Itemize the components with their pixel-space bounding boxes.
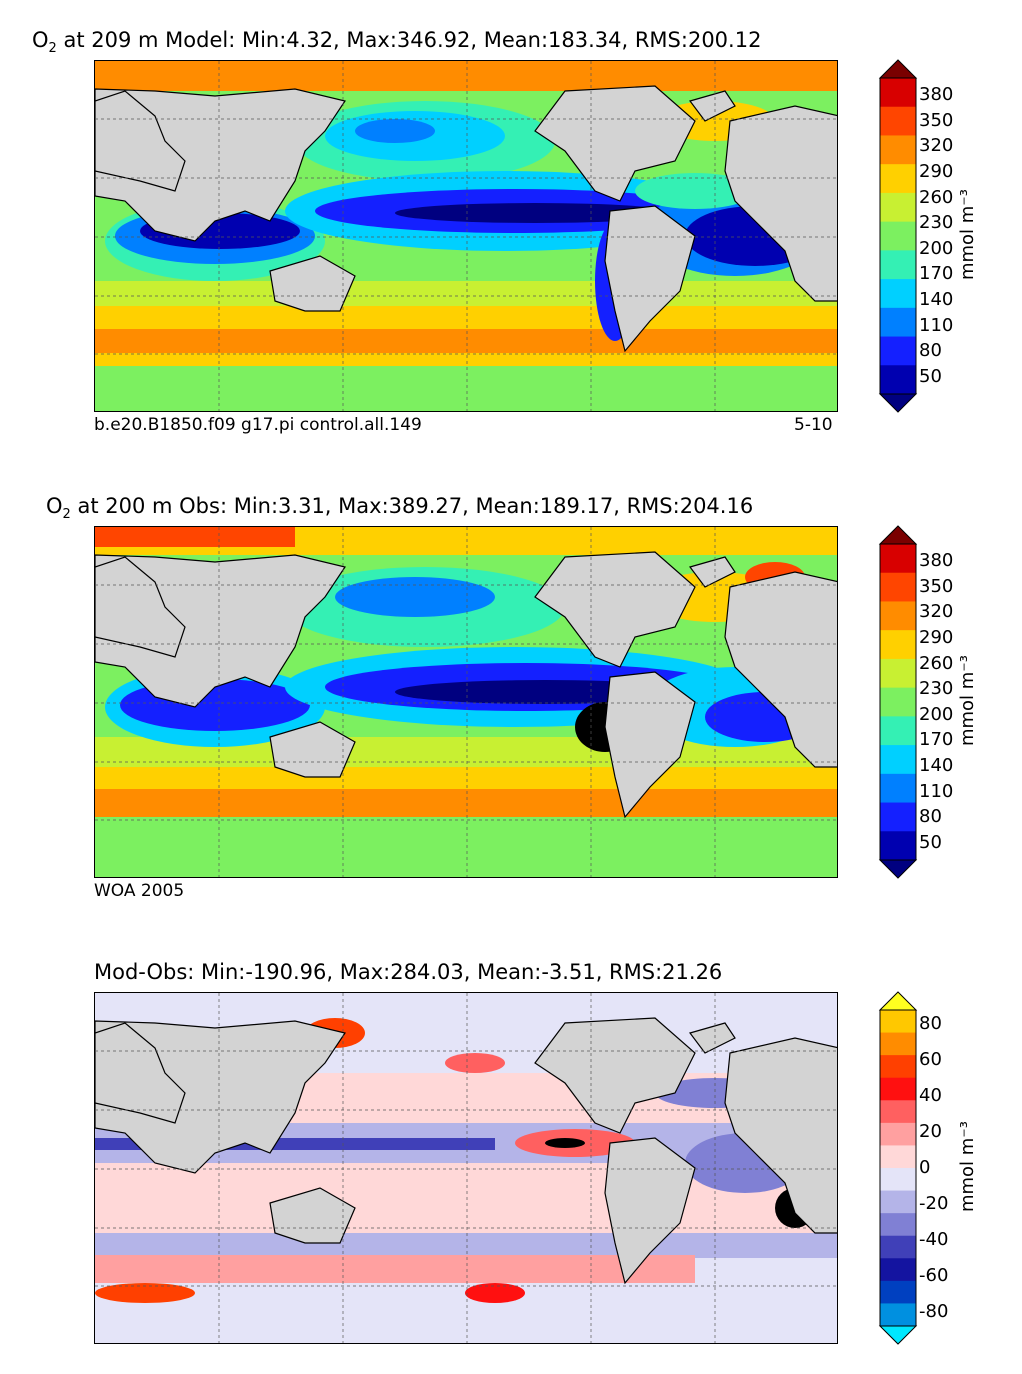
colorbar-extend-top (878, 991, 918, 1011)
colorbar-tick-label: 40 (919, 1084, 942, 1106)
colorbar-tick-label: 230 (919, 212, 954, 234)
colorbar-tick-label: 50 (919, 365, 942, 387)
colorbar-segment (880, 1280, 916, 1304)
panel-model-map (94, 60, 838, 412)
colorbar-segment (880, 1032, 916, 1056)
colorbar-segment (880, 307, 916, 338)
colorbar-segment (880, 544, 916, 574)
colorbar-segment (880, 279, 916, 309)
colorbar-segment (880, 1055, 916, 1079)
colorbar-segment (880, 773, 916, 804)
panel-model-title: O2 at 209 m Model: Min:4.32, Max:346.92,… (32, 28, 762, 57)
colorbar-tick-label: 0 (919, 1157, 931, 1178)
colorbar-tick-label: -60 (919, 1265, 949, 1287)
colorbar-extend-bottom (878, 859, 918, 879)
colorbar-tick-label: 20 (919, 1120, 942, 1142)
colorbar-tick-label: 260 (919, 652, 954, 674)
colorbar-tick-label: 80 (919, 340, 942, 362)
panel-obs-title: O2 at 200 m Obs: Min:3.31, Max:389.27, M… (46, 494, 754, 523)
colorbar-segment (880, 221, 916, 251)
colorbar-extend-bottom (878, 393, 918, 413)
panel-obs-colorbar (878, 525, 918, 879)
panel-diff-colorbar-unit: mmol m⁻³ (957, 1120, 979, 1213)
colorbar-segment (880, 687, 916, 717)
colorbar-tick-label: 290 (919, 161, 954, 183)
colorbar-tick-label: 380 (919, 84, 954, 106)
panel-model-colorbar (878, 59, 918, 413)
panel-diff-title: Mod-Obs: Min:-190.96, Max:284.03, Mean:-… (94, 960, 723, 984)
colorbar-tick-label: 230 (919, 678, 954, 700)
colorbar-segment (880, 106, 916, 136)
colorbar-segment (880, 1303, 916, 1327)
colorbar-tick-label: 50 (919, 831, 942, 853)
colorbar-tick-label: 110 (919, 314, 954, 336)
colorbar-segment (880, 1235, 916, 1259)
colorbar-tick-label: 140 (919, 754, 954, 776)
colorbar-segment (880, 1258, 916, 1282)
panel-diff-map (94, 992, 838, 1344)
panel-model-colorbar-unit: mmol m⁻³ (957, 188, 979, 281)
colorbar-tick-label: 350 (919, 575, 954, 597)
panel-model-caption-right: 5-10 (794, 415, 833, 435)
colorbar-segment (880, 336, 916, 366)
colorbar-segment (880, 164, 916, 194)
colorbar-extend-bottom (878, 1325, 918, 1345)
panel-obs-map (94, 526, 838, 878)
colorbar-tick-label: -80 (919, 1301, 949, 1323)
colorbar-tick-label: 260 (919, 186, 954, 208)
colorbar-segment (880, 716, 916, 746)
colorbar-segment (880, 1100, 916, 1124)
colorbar-segment (880, 192, 916, 223)
colorbar-segment (880, 250, 916, 280)
colorbar-segment (880, 745, 916, 775)
colorbar-segment (880, 572, 916, 602)
colorbar-segment (880, 365, 916, 395)
colorbar-extend-top (878, 59, 918, 79)
colorbar-segment (880, 78, 916, 108)
panel-obs-colorbar-unit: mmol m⁻³ (957, 654, 979, 747)
colorbar-outline (879, 1009, 917, 1327)
colorbar-tick-label: 380 (919, 550, 954, 572)
colorbar-tick-label: -20 (919, 1193, 949, 1215)
colorbar-segment (880, 1077, 916, 1101)
colorbar-tick-label: 200 (919, 703, 954, 725)
colorbar-segment (880, 1145, 916, 1169)
colorbar-tick-label: 200 (919, 237, 954, 259)
colorbar-segment (880, 601, 916, 631)
colorbar-segment (880, 630, 916, 660)
colorbar-tick-label: 290 (919, 627, 954, 649)
colorbar-extend-top (878, 525, 918, 545)
colorbar-outline (879, 77, 917, 395)
colorbar-segment (880, 1213, 916, 1237)
colorbar-tick-label: 110 (919, 780, 954, 802)
colorbar-segment (880, 1122, 916, 1146)
colorbar-tick-label: 320 (919, 601, 954, 623)
colorbar-tick-label: 140 (919, 288, 954, 310)
colorbar-tick-label: 60 (919, 1048, 942, 1070)
colorbar-segment (880, 1168, 916, 1192)
colorbar-tick-label: -40 (919, 1229, 949, 1251)
colorbar-outline (879, 543, 917, 861)
panel-model-caption-left: b.e20.B1850.f09 g17.pi control.all.149 (94, 415, 422, 435)
colorbar-segment (880, 135, 916, 165)
colorbar-tick-label: 80 (919, 806, 942, 828)
colorbar-segment (880, 1010, 916, 1034)
colorbar-tick-label: 320 (919, 135, 954, 157)
panel-obs-caption-left: WOA 2005 (94, 881, 185, 901)
panel-diff-colorbar (878, 991, 918, 1345)
colorbar-segment (880, 1190, 916, 1214)
colorbar-tick-label: 170 (919, 729, 954, 751)
colorbar-segment (880, 831, 916, 861)
colorbar-tick-label: 350 (919, 109, 954, 131)
colorbar-segment (880, 658, 916, 689)
colorbar-tick-label: 170 (919, 263, 954, 285)
colorbar-segment (880, 802, 916, 832)
colorbar-tick-label: 80 (919, 1012, 942, 1034)
